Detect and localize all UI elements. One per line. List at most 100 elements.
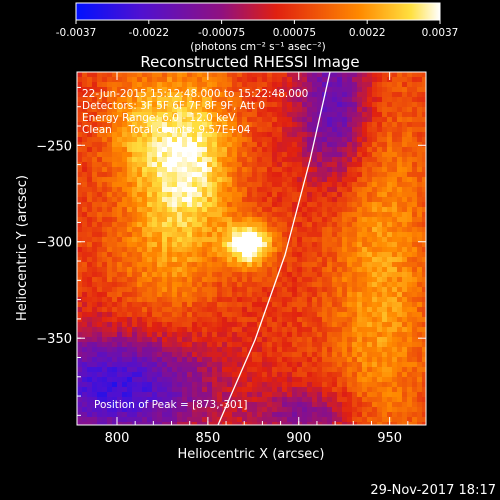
heatmap-cell: [87, 272, 93, 278]
heatmap-cell: [92, 407, 98, 413]
heatmap-cell: [197, 377, 203, 383]
heatmap-cell: [167, 162, 173, 168]
heatmap-cell: [272, 332, 278, 338]
heatmap-cell: [77, 87, 83, 93]
heatmap-cell: [207, 337, 213, 343]
heatmap-cell: [277, 322, 283, 328]
heatmap-cell: [152, 332, 158, 338]
heatmap-cell: [177, 387, 183, 393]
heatmap-cell: [367, 317, 373, 323]
heatmap-cell: [307, 322, 313, 328]
heatmap-cell: [82, 237, 88, 243]
heatmap-cell: [317, 322, 323, 328]
heatmap-cell: [277, 222, 283, 228]
heatmap-cell: [272, 337, 278, 343]
heatmap-cell: [92, 222, 98, 228]
heatmap-cell: [187, 187, 193, 193]
heatmap-cell: [312, 267, 318, 273]
heatmap-cell: [367, 267, 373, 273]
heatmap-cell: [202, 397, 208, 403]
heatmap-cell: [382, 332, 388, 338]
heatmap-cell: [87, 82, 93, 88]
heatmap-cell: [242, 102, 248, 108]
heatmap-cell: [87, 267, 93, 273]
heatmap-cell: [127, 212, 133, 218]
heatmap-cell: [232, 337, 238, 343]
heatmap-cell: [262, 402, 268, 408]
heatmap-cell: [152, 82, 158, 88]
heatmap-cell: [212, 222, 218, 228]
heatmap-cell: [242, 287, 248, 293]
heatmap-cell: [167, 187, 173, 193]
heatmap-cell: [402, 412, 408, 418]
heatmap-cell: [202, 317, 208, 323]
heatmap-cell: [237, 222, 243, 228]
heatmap-cell: [292, 287, 298, 293]
heatmap-cell: [357, 377, 363, 383]
heatmap-cell: [407, 247, 413, 253]
heatmap-cell: [227, 82, 233, 88]
heatmap-cell: [147, 232, 153, 238]
heatmap-cell: [107, 417, 113, 423]
heatmap-cell: [342, 327, 348, 333]
heatmap-cell: [372, 152, 378, 158]
heatmap-cell: [297, 292, 303, 298]
heatmap-cell: [197, 262, 203, 268]
heatmap-cell: [107, 87, 113, 93]
heatmap-cell: [252, 422, 258, 425]
heatmap-cell: [407, 252, 413, 258]
heatmap-cell: [207, 172, 213, 178]
heatmap-cell: [302, 192, 308, 198]
heatmap-cell: [382, 127, 388, 133]
heatmap-cell: [402, 362, 408, 368]
heatmap-cell: [262, 182, 268, 188]
heatmap-cell: [97, 92, 103, 98]
heatmap-cell: [257, 237, 263, 243]
heatmap-cell: [287, 147, 293, 153]
heatmap-cell: [122, 187, 128, 193]
heatmap-cell: [192, 302, 198, 308]
heatmap-cell: [192, 307, 198, 313]
heatmap-cell: [127, 197, 133, 203]
heatmap-cell: [127, 367, 133, 373]
heatmap-cell: [157, 117, 163, 123]
heatmap-cell: [142, 372, 148, 378]
heatmap-cell: [212, 107, 218, 113]
heatmap-cell: [392, 237, 398, 243]
heatmap-cell: [227, 227, 233, 233]
heatmap-cell: [392, 347, 398, 353]
heatmap-cell: [277, 312, 283, 318]
heatmap-cell: [277, 367, 283, 373]
heatmap-cell: [287, 377, 293, 383]
heatmap-cell: [267, 87, 273, 93]
heatmap-cell: [177, 327, 183, 333]
heatmap-cell: [127, 107, 133, 113]
heatmap-cell: [207, 387, 213, 393]
heatmap-cell: [422, 77, 426, 83]
heatmap-cell: [247, 267, 253, 273]
heatmap-cell: [407, 347, 413, 353]
heatmap-cell: [307, 162, 313, 168]
heatmap-cell: [397, 322, 403, 328]
heatmap-cell: [92, 412, 98, 418]
heatmap-cell: [212, 232, 218, 238]
heatmap-cell: [422, 182, 426, 188]
heatmap-cell: [397, 182, 403, 188]
heatmap-cell: [262, 272, 268, 278]
heatmap-cell: [192, 327, 198, 333]
heatmap-cell: [147, 242, 153, 248]
heatmap-cell: [412, 72, 418, 78]
heatmap-cell: [327, 262, 333, 268]
heatmap-cell: [262, 382, 268, 388]
heatmap-cell: [282, 282, 288, 288]
heatmap-cell: [407, 132, 413, 138]
heatmap-cell: [407, 257, 413, 263]
heatmap-cell: [377, 162, 383, 168]
heatmap-cell: [362, 377, 368, 383]
heatmap-cell: [422, 387, 426, 393]
heatmap-cell: [362, 337, 368, 343]
heatmap-cell: [322, 167, 328, 173]
heatmap-cell: [342, 182, 348, 188]
heatmap-cell: [112, 307, 118, 313]
heatmap-cell: [77, 327, 83, 333]
